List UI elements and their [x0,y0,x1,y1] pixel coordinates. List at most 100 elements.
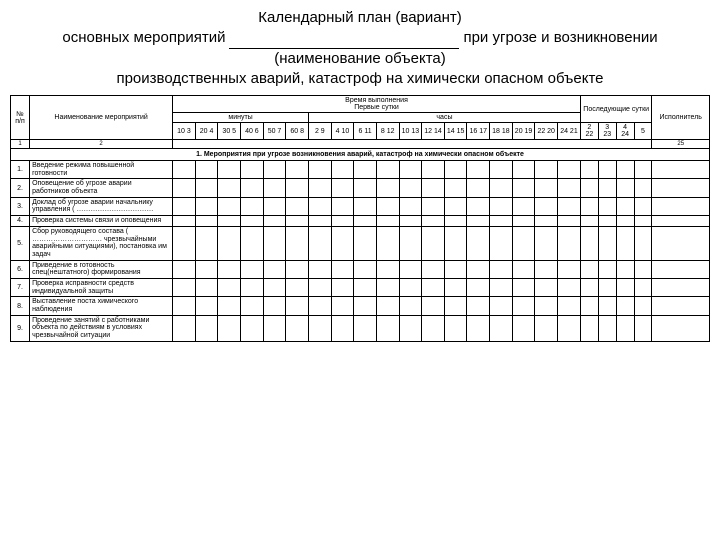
time-cell [286,278,309,296]
time-cell [354,315,377,341]
row-name: Проверка исправности средств индивидуаль… [30,278,173,296]
time-cell [195,161,218,179]
time-cell [598,161,616,179]
time-cell [598,278,616,296]
title-line3: (наименование объекта) [10,49,710,69]
time-cell [580,197,598,215]
day-cell: 4 24 [616,123,634,140]
time-cell [422,297,445,315]
time-cell [354,297,377,315]
time-cell [444,179,467,197]
time-cell [558,179,581,197]
time-cell [490,179,513,197]
time-cell [308,197,331,215]
time-cell [490,161,513,179]
time-cell [218,161,241,179]
row-name: Сбор руководящего состава ( ………………………… ч… [30,226,173,260]
time-cell [173,216,196,227]
time-cell [422,226,445,260]
time-cell [580,161,598,179]
time-cell [598,216,616,227]
head-minutes: минуты [173,113,309,123]
time-cell [308,179,331,197]
head-time-top-l1: Время выполнения [175,97,578,104]
time-cell [558,161,581,179]
time-cell [195,226,218,260]
plan-table-wrap: № п/п Наименование мероприятий Время вып… [10,95,710,342]
time-cell [652,260,710,278]
time-cell [616,197,634,215]
time-cell [263,226,286,260]
time-cell [399,226,422,260]
time-cell [444,278,467,296]
row-number: 4. [11,216,30,227]
head-name: Наименование мероприятий [30,96,173,140]
time-cell [598,179,616,197]
time-cell [490,278,513,296]
time-cell [652,197,710,215]
time-cell [173,278,196,296]
time-cell [512,161,535,179]
time-cell [354,216,377,227]
time-cell [422,260,445,278]
time-cell [354,226,377,260]
time-cell [241,216,264,227]
time-cell [512,278,535,296]
time-cell [331,278,354,296]
hour-cell: 4 10 [331,123,354,140]
hour-cell: 12 14 [422,123,445,140]
row-number: 9. [11,315,30,341]
time-cell [241,197,264,215]
time-cell [218,197,241,215]
time-cell [422,315,445,341]
time-cell [444,226,467,260]
time-cell [376,179,399,197]
head-time-top: Время выполнения Первые сутки [173,96,581,113]
time-cell [376,161,399,179]
table-row: 4.Проверка системы связи и оповещения [11,216,710,227]
time-cell [634,226,652,260]
table-row: 6.Приведение в готовность спец(нештатног… [11,260,710,278]
time-cell [467,315,490,341]
time-cell [535,216,558,227]
time-cell [616,226,634,260]
time-cell [331,197,354,215]
time-cell [616,278,634,296]
time-cell [173,297,196,315]
time-cell [308,297,331,315]
table-row: 2.Оповещение об угрозе аварии работников… [11,179,710,197]
time-cell [308,216,331,227]
table-row: 9.Проведение занятий с работниками объек… [11,315,710,341]
time-cell [286,315,309,341]
time-cell [331,315,354,341]
head-hours: часы [308,113,580,123]
time-cell [376,216,399,227]
time-cell [263,260,286,278]
time-cell [195,179,218,197]
time-cell [422,161,445,179]
time-cell [195,297,218,315]
time-cell [263,197,286,215]
time-cell [558,297,581,315]
section-row: 1. Мероприятия при угрозе возникновения … [11,149,710,161]
table-row: 8.Выставление поста химического наблюден… [11,297,710,315]
hour-cell: 8 12 [376,123,399,140]
time-cell [467,179,490,197]
time-cell [263,315,286,341]
hour-cell: 10 13 [399,123,422,140]
time-cell [490,216,513,227]
time-cell [173,179,196,197]
time-cell [308,226,331,260]
time-cell [652,161,710,179]
time-cell [598,315,616,341]
time-cell [263,216,286,227]
time-cell [173,260,196,278]
time-cell [241,278,264,296]
table-body: 1. Мероприятия при угрозе возникновения … [11,149,710,342]
time-cell [241,260,264,278]
head-executor: Исполнитель [652,96,710,140]
idx-name: 2 [30,140,173,149]
time-cell [634,161,652,179]
time-cell [535,197,558,215]
hour-cell: 18 18 [490,123,513,140]
